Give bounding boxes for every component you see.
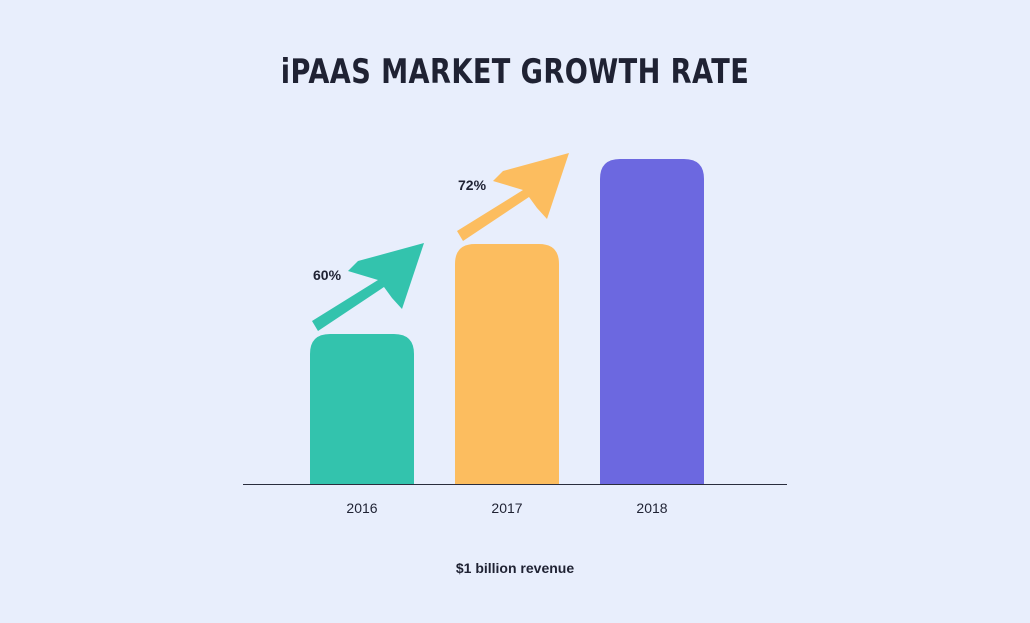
arrow-up-right-icon-2017	[457, 153, 569, 241]
x-tick-label-2016: 2016	[346, 500, 377, 516]
arrow-up-right-icon-2016	[312, 243, 424, 331]
labels-layer: 2016 2017 2018 60% 72%	[313, 177, 668, 516]
bar-2018	[600, 159, 704, 484]
x-tick-label-2018: 2018	[636, 500, 667, 516]
x-tick-label-2017: 2017	[491, 500, 522, 516]
chart-note: $1 billion revenue	[455, 560, 575, 576]
bars-layer	[310, 159, 704, 484]
growth-label-2017-2018: 72%	[458, 177, 487, 193]
bar-2017	[455, 244, 559, 484]
bar-2016	[310, 334, 414, 484]
growth-label-2016-2017: 60%	[313, 267, 342, 283]
chart-title: iPAAS MARKET GROWTH RATE	[280, 52, 750, 92]
growth-arrows-layer	[312, 153, 569, 331]
